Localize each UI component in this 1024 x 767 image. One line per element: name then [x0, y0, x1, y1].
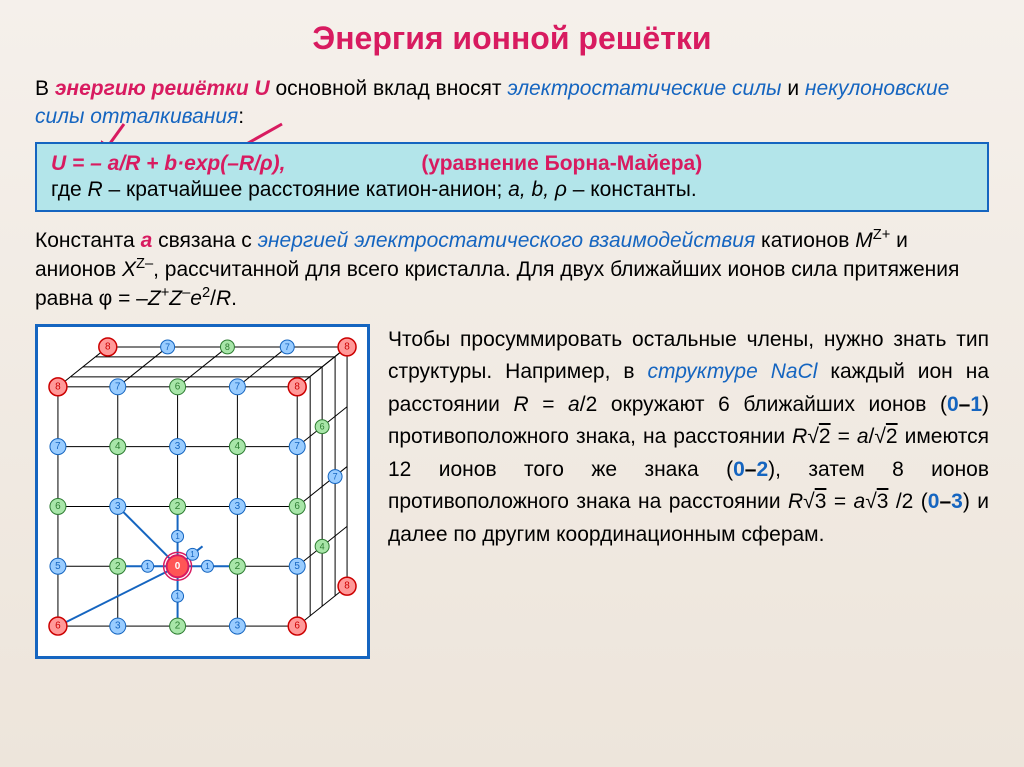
svg-text:3: 3 — [235, 501, 241, 512]
svg-text:1: 1 — [145, 561, 150, 570]
svg-text:6: 6 — [55, 620, 61, 631]
svg-text:1: 1 — [190, 550, 195, 559]
svg-text:5: 5 — [294, 560, 300, 571]
svg-text:1: 1 — [175, 591, 180, 600]
svg-text:3: 3 — [175, 441, 181, 452]
svg-text:0: 0 — [175, 560, 181, 571]
svg-text:4: 4 — [235, 441, 241, 452]
paragraph-nacl: Чтобы просуммировать остальные члены, ну… — [388, 324, 989, 659]
svg-text:6: 6 — [320, 421, 325, 431]
svg-text:5: 5 — [55, 560, 61, 571]
term-electrostatic: электростатические силы — [507, 77, 781, 100]
equation-name: (уравнение Борна-Майера) — [421, 152, 702, 175]
svg-text:6: 6 — [294, 620, 300, 631]
svg-text:3: 3 — [115, 620, 121, 631]
svg-text:2: 2 — [175, 620, 181, 631]
svg-text:7: 7 — [55, 441, 61, 452]
svg-text:7: 7 — [235, 381, 241, 392]
svg-text:4: 4 — [320, 541, 325, 551]
svg-text:1: 1 — [205, 561, 210, 570]
svg-text:2: 2 — [175, 501, 181, 512]
svg-text:8: 8 — [344, 341, 350, 352]
term-nacl: структуре NaCl — [647, 360, 817, 383]
svg-text:8: 8 — [105, 341, 111, 352]
svg-text:2: 2 — [235, 560, 241, 571]
svg-text:8: 8 — [344, 580, 350, 591]
svg-text:6: 6 — [55, 501, 61, 512]
svg-text:6: 6 — [175, 381, 181, 392]
paragraph-constant-a: Константа а связана с энергией электрост… — [35, 226, 989, 314]
svg-text:3: 3 — [235, 620, 241, 631]
svg-text:1: 1 — [175, 532, 180, 541]
svg-text:7: 7 — [165, 342, 170, 352]
svg-text:8: 8 — [55, 381, 61, 392]
svg-text:7: 7 — [333, 471, 338, 481]
svg-text:7: 7 — [294, 441, 300, 452]
equation-lhs: U = – — [51, 152, 108, 175]
term-lattice-energy: энергию решётки — [55, 77, 255, 100]
page-title: Энергия ионной решётки — [35, 20, 989, 57]
lattice-diagram: 8 7 6 7 8 7 4 3 4 7 6 3 2 3 6 5 2 0 — [35, 324, 370, 659]
svg-text:6: 6 — [294, 501, 300, 512]
svg-text:3: 3 — [115, 501, 121, 512]
svg-text:8: 8 — [225, 342, 230, 352]
svg-text:8: 8 — [294, 381, 300, 392]
formula-box: U = – a/R + b·exp(–R/ρ), (уравнение Борн… — [35, 142, 989, 212]
svg-text:7: 7 — [115, 381, 121, 392]
svg-text:7: 7 — [285, 342, 290, 352]
svg-text:2: 2 — [115, 560, 121, 571]
svg-text:4: 4 — [115, 441, 121, 452]
